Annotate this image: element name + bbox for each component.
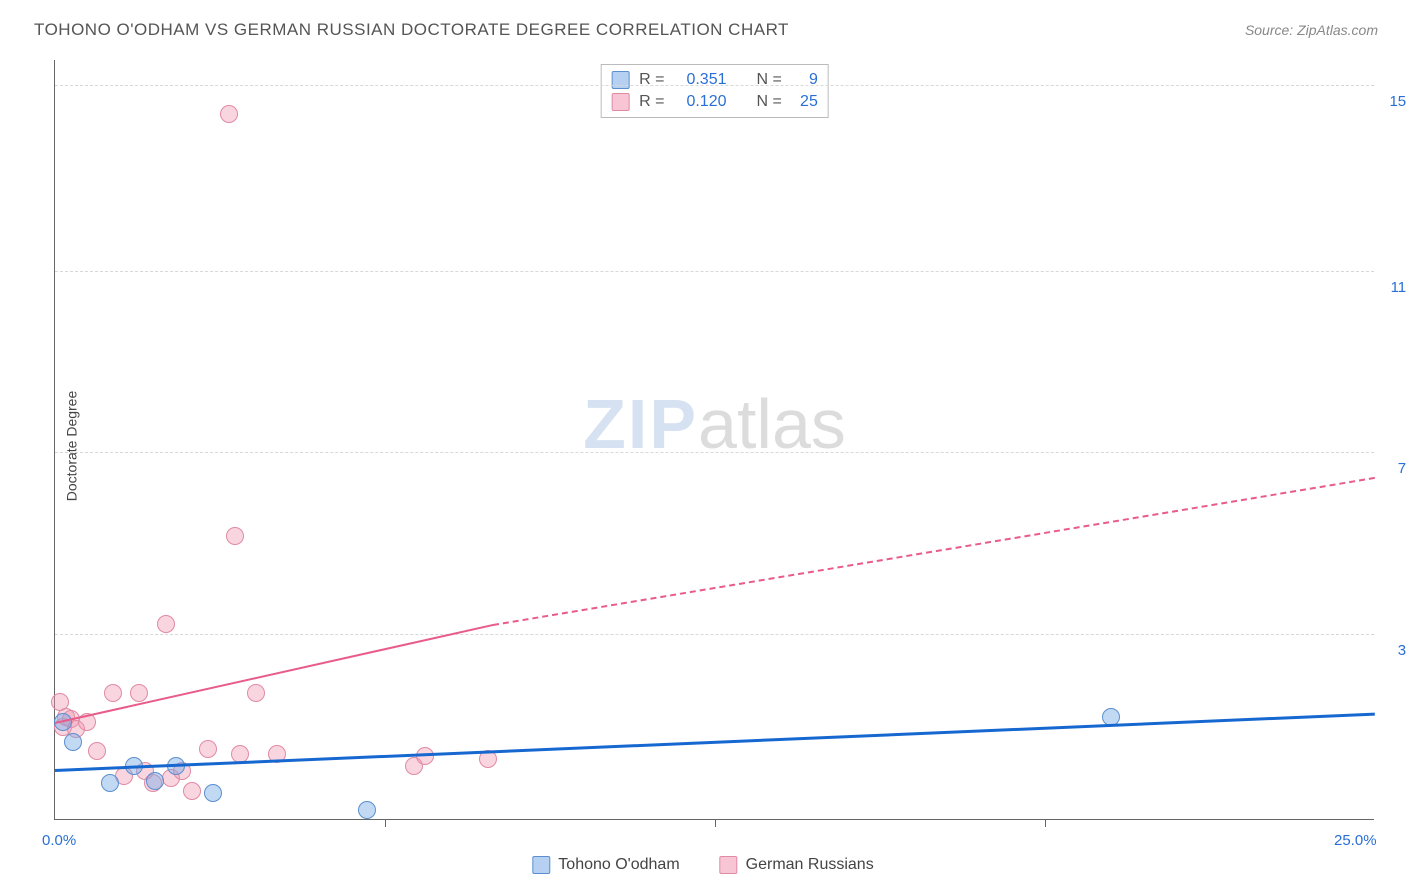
- r-value: 0.120: [675, 93, 727, 111]
- scatter-point-b: [226, 527, 244, 545]
- scatter-point-a: [358, 801, 376, 819]
- n-value: 25: [792, 93, 818, 111]
- plot-area: ZIPatlas R = 0.351 N = 9 R = 0.120 N = 2…: [54, 60, 1374, 820]
- scatter-point-b: [220, 105, 238, 123]
- x-tick: [715, 819, 716, 827]
- scatter-point-b: [157, 615, 175, 633]
- r-value: 0.351: [675, 71, 727, 89]
- source-attribution: Source: ZipAtlas.com: [1245, 22, 1378, 38]
- swatch-icon: [720, 856, 738, 874]
- scatter-point-b: [104, 684, 122, 702]
- scatter-point-a: [204, 784, 222, 802]
- scatter-point-b: [130, 684, 148, 702]
- legend-item: Tohono O'odham: [532, 856, 679, 874]
- swatch-icon: [611, 93, 629, 111]
- x-tick: [1045, 819, 1046, 827]
- scatter-point-a: [101, 774, 119, 792]
- series-legend: Tohono O'odham German Russians: [532, 856, 873, 874]
- gridline: [55, 452, 1374, 453]
- n-value: 9: [792, 71, 818, 89]
- swatch-icon: [532, 856, 550, 874]
- trend-line-b: [55, 624, 494, 724]
- n-label: N =: [757, 93, 782, 111]
- scatter-point-b: [199, 740, 217, 758]
- gridline: [55, 634, 1374, 635]
- x-tick: [385, 819, 386, 827]
- scatter-point-a: [146, 772, 164, 790]
- chart-container: TOHONO O'ODHAM VS GERMAN RUSSIAN DOCTORA…: [10, 10, 1396, 882]
- y-tick-label: 11.2%: [1391, 279, 1406, 296]
- correlation-legend: R = 0.351 N = 9 R = 0.120 N = 25: [600, 64, 829, 118]
- scatter-point-b: [183, 782, 201, 800]
- trend-line-a: [55, 712, 1375, 771]
- gridline: [55, 271, 1374, 272]
- chart-title: TOHONO O'ODHAM VS GERMAN RUSSIAN DOCTORA…: [34, 20, 789, 40]
- gridline: [55, 85, 1374, 86]
- n-label: N =: [757, 71, 782, 89]
- legend-label: German Russians: [746, 856, 874, 874]
- legend-item: German Russians: [720, 856, 874, 874]
- corr-row: R = 0.351 N = 9: [611, 69, 818, 91]
- y-tick-label: 15.0%: [1389, 93, 1406, 110]
- scatter-point-a: [64, 733, 82, 751]
- trend-line-b-dashed: [493, 477, 1375, 626]
- x-axis-max-label: 25.0%: [1334, 832, 1377, 849]
- swatch-icon: [611, 71, 629, 89]
- legend-label: Tohono O'odham: [558, 856, 679, 874]
- corr-row: R = 0.120 N = 25: [611, 91, 818, 113]
- scatter-point-b: [247, 684, 265, 702]
- r-label: R =: [639, 93, 664, 111]
- y-tick-label: 3.8%: [1398, 642, 1406, 659]
- scatter-point-b: [88, 742, 106, 760]
- x-axis-min-label: 0.0%: [42, 832, 76, 849]
- r-label: R =: [639, 71, 664, 89]
- y-tick-label: 7.5%: [1398, 460, 1406, 477]
